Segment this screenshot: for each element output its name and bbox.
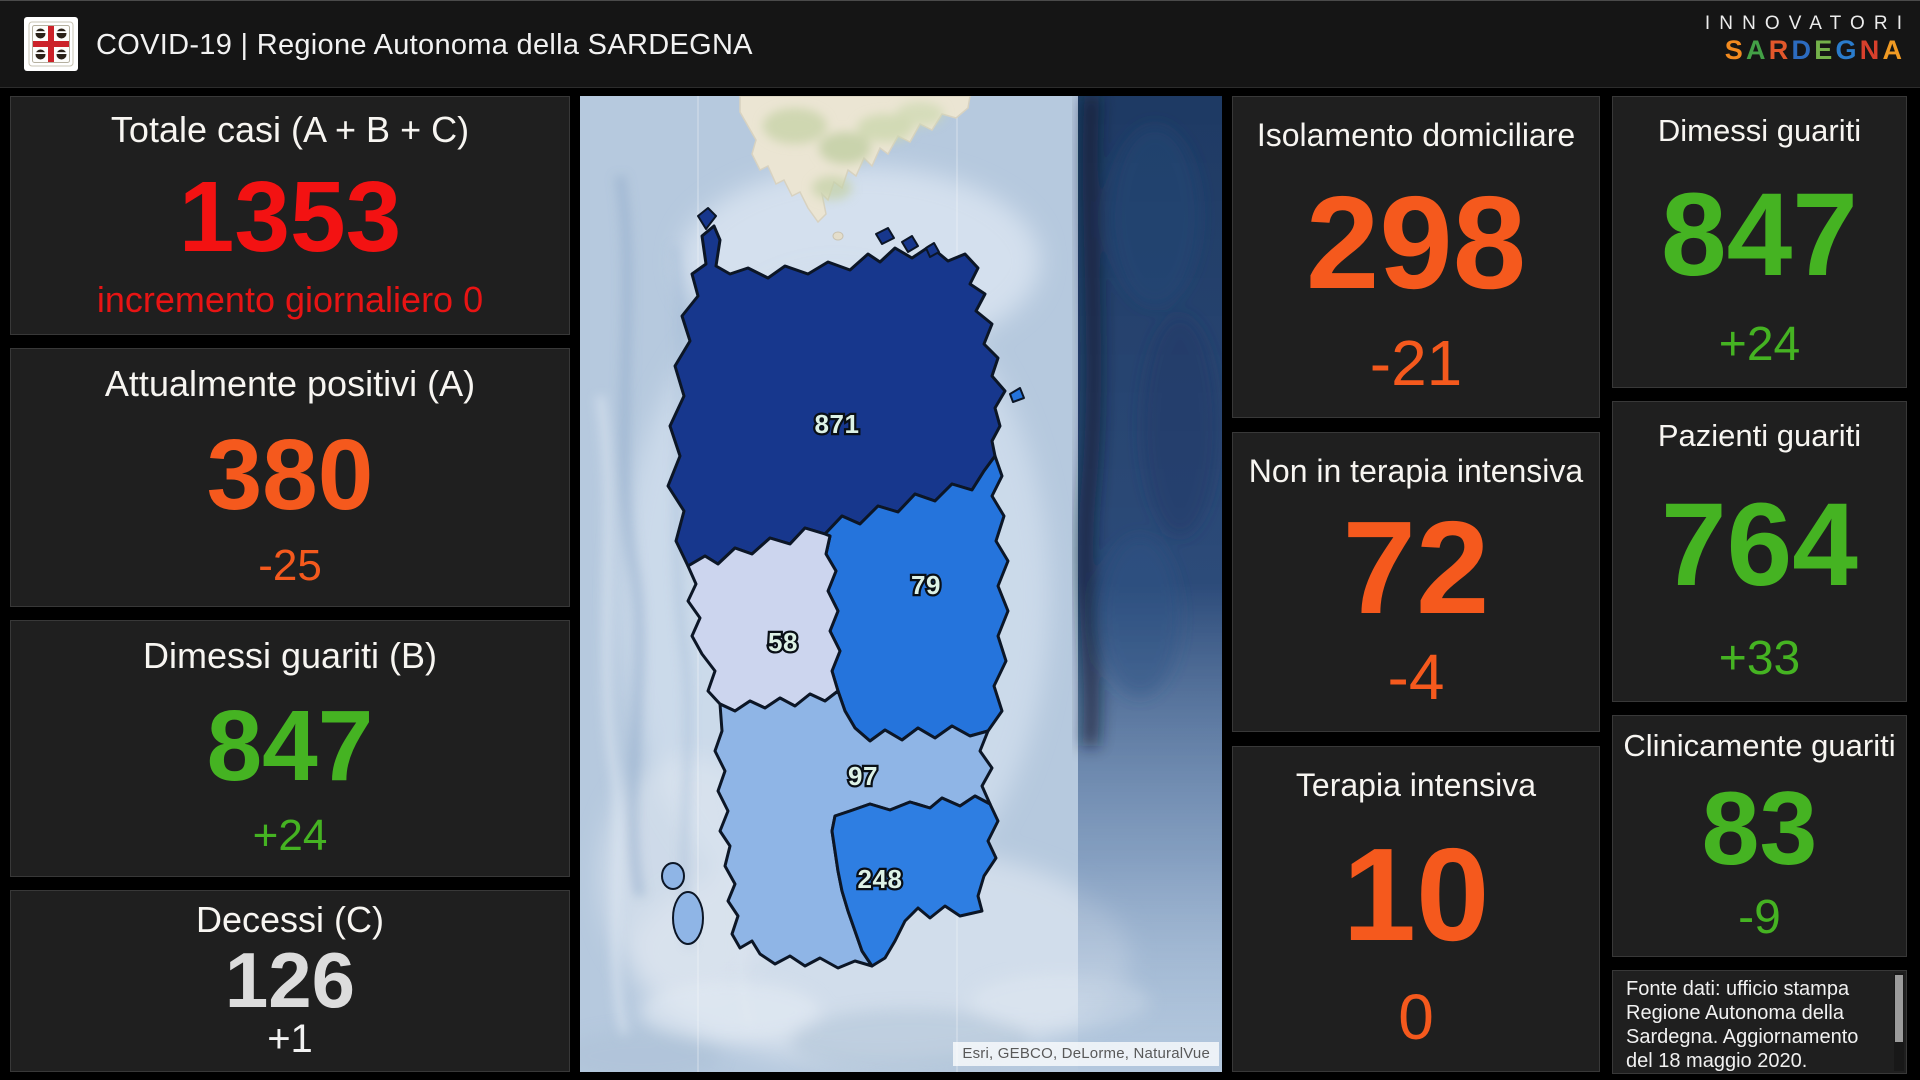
stat-delta: +24 — [252, 811, 328, 860]
stat-value: 83 — [1701, 771, 1818, 888]
label-oristano: 58 — [768, 627, 798, 657]
sardinia-coat-of-arms-icon — [28, 21, 74, 67]
stat-value: 126 — [224, 936, 356, 1025]
panel-terapia-intensiva: Terapia intensiva 10 0 — [1232, 746, 1600, 1072]
region-polygons — [666, 224, 1010, 970]
stat-value: 298 — [1305, 168, 1527, 316]
region-cagliari[interactable] — [830, 794, 1000, 968]
stat-title: Dimessi guariti — [1657, 113, 1862, 148]
label-sud-sardegna: 97 — [848, 761, 878, 791]
panel-totale-casi: Totale casi (A + B + C) 1353 incremento … — [10, 96, 570, 335]
right-stats-column: Dimessi guariti 847 +24 Pazienti guariti… — [1612, 96, 1907, 1074]
map-attribution: Esri, GEBCO, DeLorme, NaturalVue — [953, 1042, 1219, 1066]
stat-title: Totale casi (A + B + C) — [110, 109, 470, 150]
panel-pazienti-guariti: Pazienti guariti 764 +33 — [1612, 401, 1907, 702]
stat-title: Attualmente positivi (A) — [104, 363, 476, 404]
region-oristano[interactable] — [686, 526, 842, 713]
stat-delta: -25 — [258, 541, 322, 590]
panel-fonte-dati: Fonte dati: ufficio stampa Regione Auton… — [1612, 970, 1907, 1074]
region-sardegna-logo — [24, 17, 78, 71]
header-bar: COVID-19 | Regione Autonoma della SARDEG… — [0, 0, 1920, 88]
stat-delta: -21 — [1369, 327, 1463, 399]
label-sassari: 871 — [815, 409, 860, 439]
map-canvas: 871 79 58 97 248 — [580, 96, 1222, 1072]
minor-islands — [661, 207, 1025, 945]
stat-value: 380 — [206, 418, 374, 531]
stat-title: Pazienti guariti — [1657, 418, 1862, 453]
panel-non-terapia-intensiva: Non in terapia intensiva 72 -4 — [1232, 432, 1600, 732]
corsica-landmass — [739, 96, 971, 241]
panel-clinicamente-guariti: Clinicamente guariti 83 -9 — [1612, 715, 1907, 957]
stat-delta: 0 — [1398, 981, 1434, 1053]
sardinia-choropleth-map[interactable]: 871 79 58 97 248 Esri, GEBCO, DeLorme, N… — [580, 96, 1222, 1072]
stat-value: 764 — [1661, 478, 1858, 611]
stat-title: Dimessi guariti (B) — [142, 635, 438, 676]
panel-attualmente-positivi: Attualmente positivi (A) 380 -25 — [10, 348, 570, 607]
label-nuoro: 79 — [911, 570, 941, 600]
stat-value: 10 — [1342, 820, 1490, 968]
stat-value: 847 — [206, 689, 374, 802]
page-title: COVID-19 | Regione Autonoma della SARDEG… — [96, 28, 753, 61]
stat-value: 72 — [1342, 493, 1490, 641]
stat-delta: -4 — [1387, 641, 1445, 713]
brand-line-innovatori: INNOVATORI — [1704, 13, 1912, 34]
stat-title: Terapia intensiva — [1295, 767, 1537, 803]
left-stats-column: Totale casi (A + B + C) 1353 incremento … — [10, 96, 570, 1072]
innovatori-sardegna-logo: INNOVATORI SARDEGNA — [1705, 13, 1902, 66]
region-value-labels: 871 79 58 97 248 — [766, 407, 943, 897]
label-cagliari: 248 — [858, 864, 903, 894]
panel-dimessi-guariti-b: Dimessi guariti (B) 847 +24 — [10, 620, 570, 877]
panel-isolamento-domiciliare: Isolamento domiciliare 298 -21 — [1232, 96, 1600, 418]
note-scrollbar[interactable] — [1894, 973, 1904, 1071]
stat-value: 1353 — [178, 160, 402, 273]
stat-delta: incremento giornaliero 0 — [96, 279, 484, 320]
stat-title: Non in terapia intensiva — [1248, 453, 1584, 489]
panel-dimessi-guariti: Dimessi guariti 847 +24 — [1612, 96, 1907, 388]
stat-title: Decessi (C) — [195, 899, 384, 940]
middle-stats-column: Isolamento domiciliare 298 -21 Non in te… — [1232, 96, 1600, 1072]
stat-delta: +24 — [1718, 317, 1801, 371]
brand-sardegna: SARDEGNA — [1724, 34, 1906, 65]
panel-decessi: Decessi (C) 126 +1 — [10, 890, 570, 1072]
stat-delta: -9 — [1738, 890, 1781, 944]
stat-title: Clinicamente guariti — [1623, 728, 1896, 763]
stat-delta: +33 — [1718, 631, 1801, 685]
stat-title: Isolamento domiciliare — [1256, 117, 1576, 153]
data-source-note: Fonte dati: ufficio stampa Regione Auton… — [1626, 978, 1859, 1072]
scrollbar-thumb[interactable] — [1895, 975, 1903, 1042]
stat-delta: +1 — [267, 1017, 313, 1062]
stat-value: 847 — [1661, 169, 1858, 302]
